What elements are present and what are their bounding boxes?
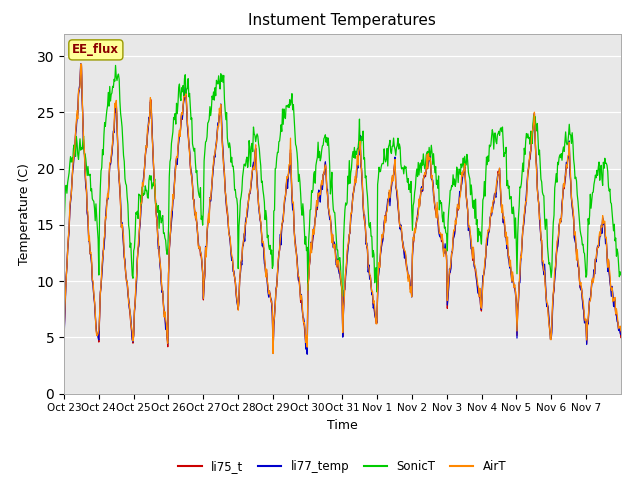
Legend: li75_t, li77_temp, SonicT, AirT: li75_t, li77_temp, SonicT, AirT bbox=[173, 455, 511, 478]
Title: Instument Temperatures: Instument Temperatures bbox=[248, 13, 436, 28]
Y-axis label: Temperature (C): Temperature (C) bbox=[18, 163, 31, 264]
X-axis label: Time: Time bbox=[327, 419, 358, 432]
Text: EE_flux: EE_flux bbox=[72, 43, 119, 56]
